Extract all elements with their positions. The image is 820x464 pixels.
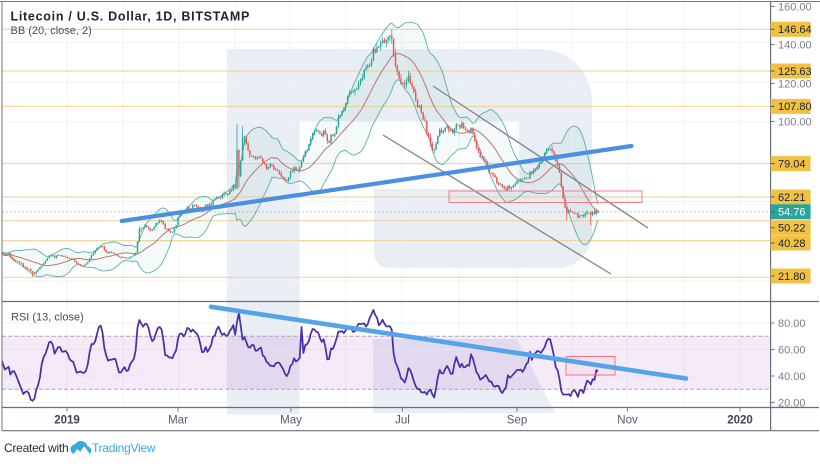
svg-text:40.28: 40.28 [778,238,806,250]
svg-text:80.00: 80.00 [778,318,806,330]
svg-text:Litecoin / U.S. Dollar, 1D, BI: Litecoin / U.S. Dollar, 1D, BITSTAMP [11,10,251,24]
svg-text:RSI (13, close): RSI (13, close) [11,312,84,324]
svg-text:Sep: Sep [507,415,527,427]
svg-text:50.22: 50.22 [778,223,806,235]
svg-text:Mar: Mar [168,415,188,427]
svg-text:100.00: 100.00 [778,116,812,128]
svg-text:79.04: 79.04 [778,158,806,170]
svg-text:54.76: 54.76 [778,207,806,219]
svg-text:Nov: Nov [617,415,638,427]
svg-text:TradingView: TradingView [92,441,156,455]
svg-text:2019: 2019 [54,415,80,427]
svg-text:Jul: Jul [395,415,410,427]
svg-text:20.00: 20.00 [778,397,806,409]
svg-text:125.63: 125.63 [778,66,812,78]
svg-text:40.00: 40.00 [778,371,806,383]
svg-text:21.80: 21.80 [778,271,806,283]
svg-text:120.00: 120.00 [778,78,812,90]
svg-text:60.00: 60.00 [778,344,806,356]
svg-text:160.00: 160.00 [778,1,812,13]
svg-text:2020: 2020 [727,415,753,427]
svg-text:62.21: 62.21 [778,192,806,204]
svg-text:Created with: Created with [4,441,68,455]
svg-text:BB (20, close, 2): BB (20, close, 2) [11,25,92,37]
svg-text:May: May [280,415,302,427]
svg-text:107.80: 107.80 [778,101,812,113]
svg-text:146.64: 146.64 [778,24,812,36]
svg-text:140.00: 140.00 [778,39,812,51]
